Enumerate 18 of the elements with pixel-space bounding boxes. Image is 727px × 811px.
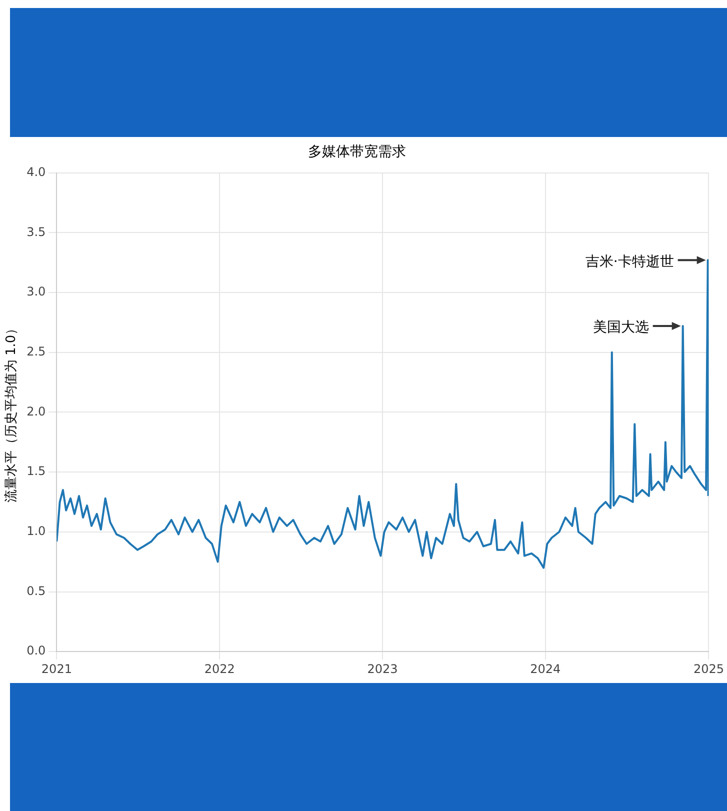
y-tick-label: 2.5 bbox=[26, 344, 46, 358]
y-tick-label: 0.5 bbox=[26, 584, 46, 598]
x-tick-label: 2021 bbox=[41, 662, 72, 676]
y-tick-label: 3.5 bbox=[26, 224, 46, 239]
y-tick-label: 0.0 bbox=[26, 644, 46, 658]
annotation: 美国大选 bbox=[592, 320, 649, 336]
y-tick-label: 1.5 bbox=[26, 464, 46, 478]
annotation: 吉米·卡特逝世 bbox=[585, 254, 674, 270]
x-tick-label: 2023 bbox=[367, 662, 398, 676]
chart-title: 多媒体带宽需求 bbox=[308, 144, 406, 160]
y-tick-label: 1.0 bbox=[26, 524, 46, 538]
x-tick-label: 2024 bbox=[530, 662, 561, 676]
y-tick-label: 3.0 bbox=[26, 284, 46, 299]
y-axis-title: 流量水平（历史平均值为 1.0） bbox=[3, 322, 20, 503]
y-tick-label: 4.0 bbox=[26, 164, 46, 179]
y-tick-label: 2.0 bbox=[26, 404, 46, 418]
x-tick-label: 2022 bbox=[204, 662, 235, 676]
x-tick-label: 2025 bbox=[693, 662, 724, 676]
